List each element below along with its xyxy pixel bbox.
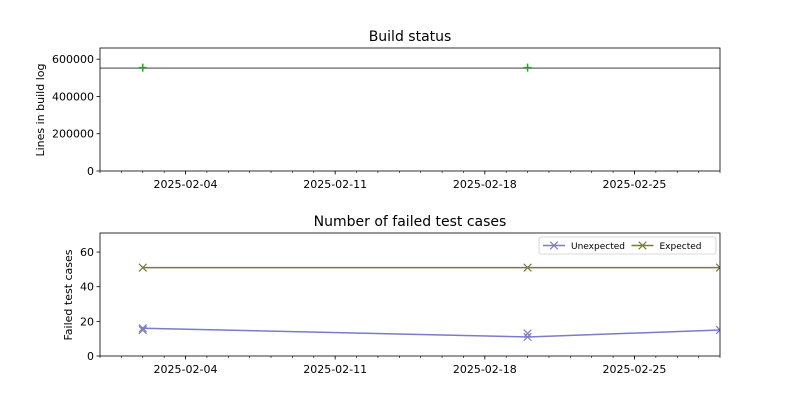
axes-frame	[99, 232, 721, 357]
x-tick-label: 2025-02-25	[603, 178, 667, 191]
build-status-chart: Build status Lines in build log 0 200000 4…	[34, 29, 721, 191]
y-tick-label: 400000	[52, 90, 94, 103]
data-point	[523, 329, 532, 338]
plot-area: 0 20 40 60 2025-02-04 2025-02-11 2025-02-18 202…	[80, 232, 721, 376]
y-tick-label: 600000	[52, 53, 94, 66]
x-tick-label: 2025-02-25	[603, 363, 667, 376]
chart-title: Number of failed test cases	[314, 214, 507, 230]
legend-entry: Expected	[631, 241, 702, 252]
data-point	[715, 263, 720, 272]
y-axis-label: Failed test cases	[62, 249, 75, 340]
series-2	[138, 263, 720, 272]
legend-label: Unexpected	[571, 242, 625, 252]
legend-entry: Unexpected	[543, 241, 625, 252]
data-point	[138, 263, 147, 272]
data-point	[138, 324, 147, 333]
data-point	[523, 332, 532, 342]
failed-tests-chart: Number of failed test cases Failed test …	[62, 214, 721, 376]
axes-frame	[99, 47, 721, 172]
series-1	[138, 325, 532, 338]
legend-frame	[538, 236, 717, 255]
x-tick-label: 2025-02-11	[303, 178, 367, 191]
chart-title: Build status	[369, 29, 452, 45]
data-point	[715, 325, 720, 335]
data-point	[549, 241, 559, 250]
legend-label: Expected	[660, 242, 702, 252]
y-tick-label: 40	[80, 281, 94, 294]
x-tick-label: 2025-02-18	[453, 178, 517, 191]
series-1	[138, 63, 532, 72]
y-tick-label: 0	[87, 165, 94, 178]
x-tick-label: 2025-02-11	[303, 363, 367, 376]
y-tick-label: 200000	[52, 128, 94, 141]
data-point	[523, 63, 532, 72]
data-point	[523, 263, 532, 272]
data-point	[138, 325, 147, 335]
plot-area: 0 200000 400000 600000 2025-02-04 2025-02-11 2…	[52, 47, 721, 191]
series-group	[100, 63, 720, 72]
legend: Unexpected Expected	[538, 236, 717, 255]
y-tick-label: 60	[80, 246, 94, 259]
x-tick-label: 2025-02-18	[453, 363, 517, 376]
x-tick-label: 2025-02-04	[154, 178, 218, 191]
series-group	[138, 263, 720, 342]
series-0	[138, 324, 720, 342]
data-point	[638, 241, 647, 250]
y-tick-label: 20	[80, 315, 94, 328]
x-tick-label: 2025-02-04	[154, 363, 218, 376]
y-axis-label: Lines in build log	[34, 64, 47, 157]
data-point	[138, 63, 147, 72]
y-tick-label: 0	[87, 350, 94, 363]
